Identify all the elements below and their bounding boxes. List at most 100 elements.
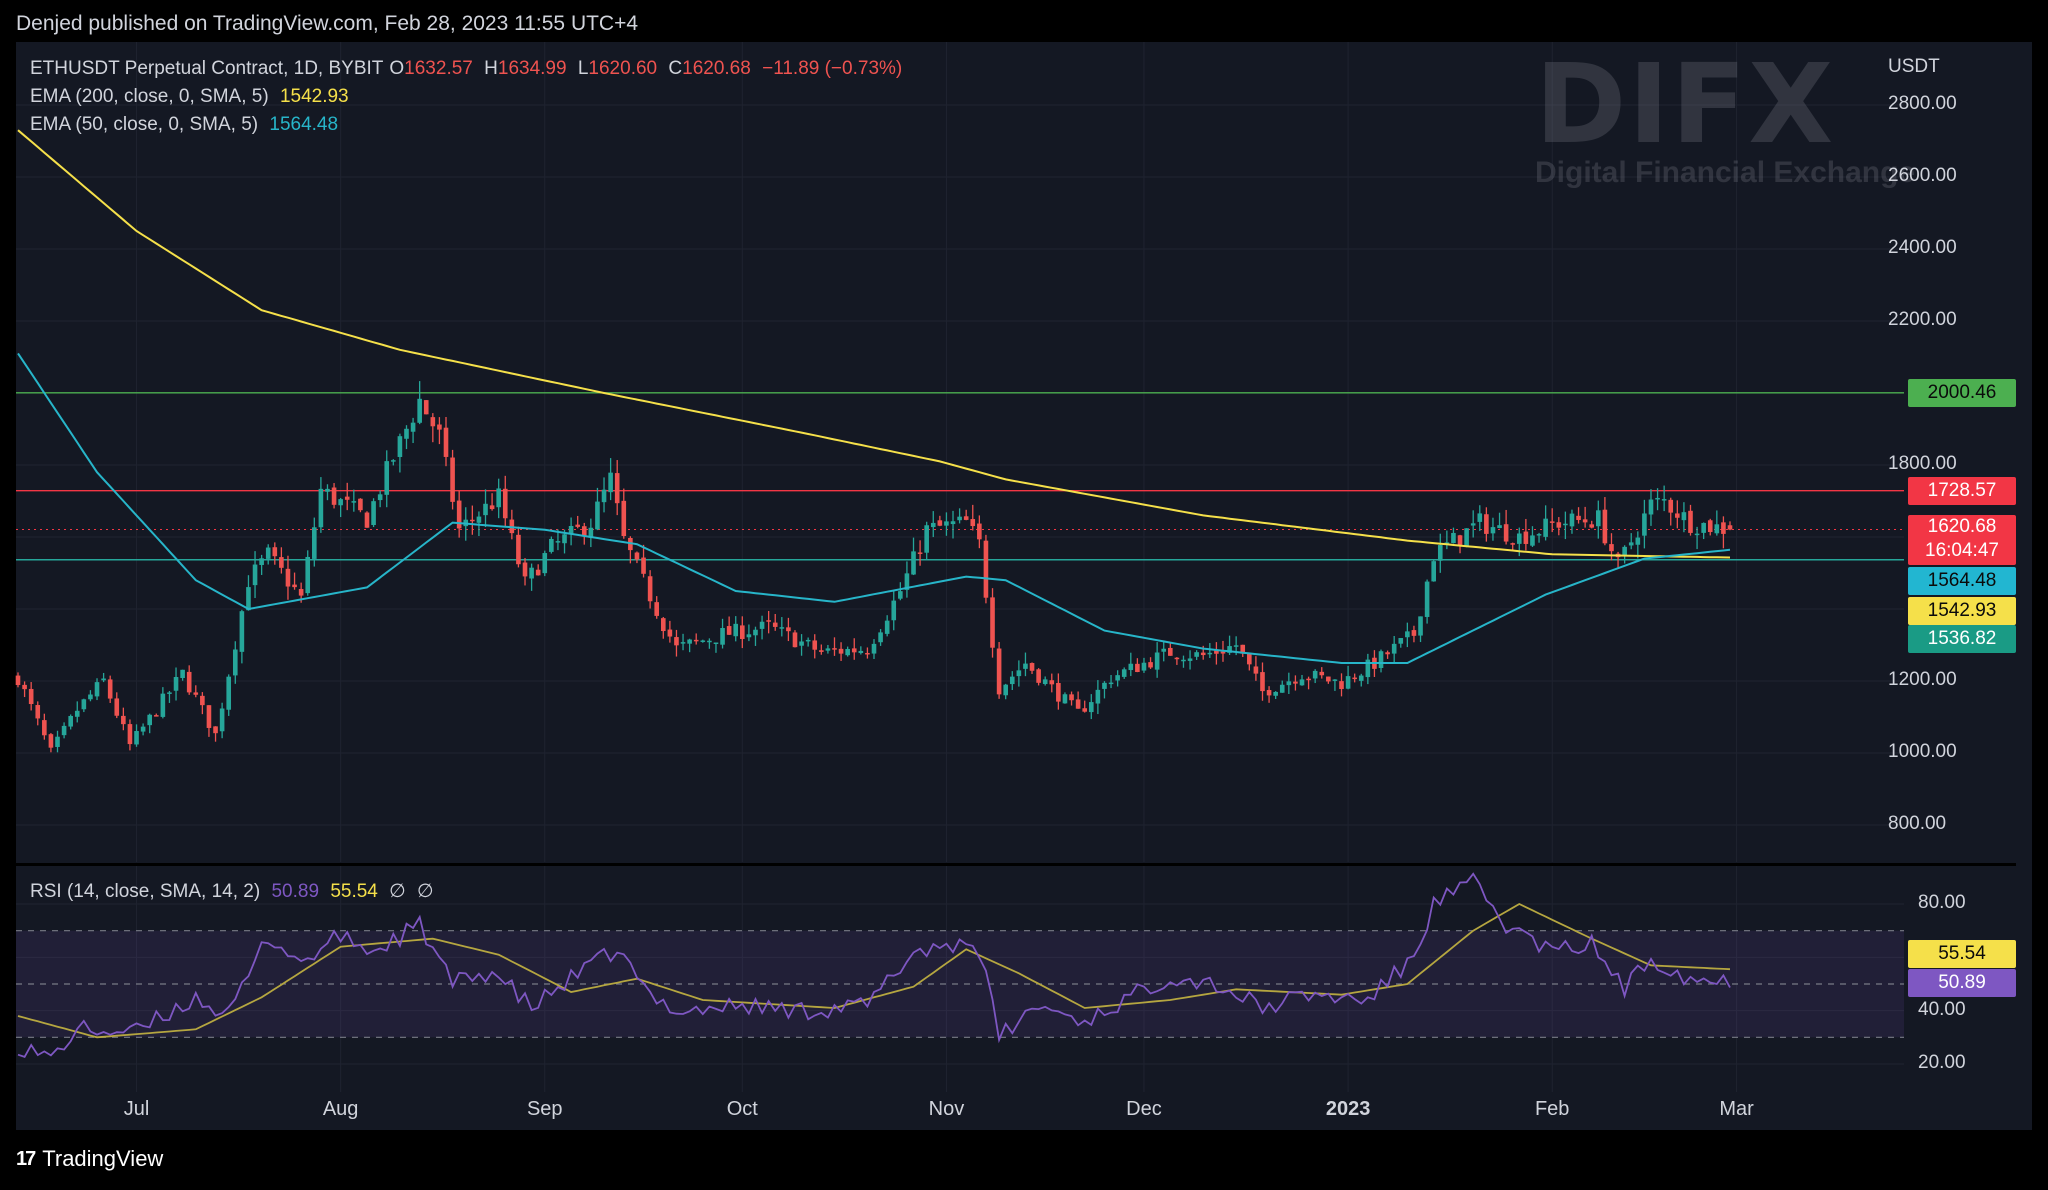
candle-body	[153, 715, 159, 717]
candle-body	[160, 693, 166, 717]
price-tick-label: 2400.00	[1888, 237, 1957, 258]
candle-body	[1187, 658, 1193, 661]
candle-body	[1161, 648, 1167, 652]
candle-body	[1661, 499, 1667, 501]
candle-body	[977, 523, 982, 540]
legend-rsi[interactable]: RSI (14, close, SMA, 14, 2) 50.89 55.54 …	[30, 880, 440, 903]
candle-body	[94, 682, 100, 697]
candle-body	[746, 634, 752, 638]
candle-body	[1207, 652, 1213, 655]
price-tick-label: 1000.00	[1888, 741, 1957, 762]
candle-body	[232, 649, 238, 676]
candle-body	[74, 710, 80, 717]
candle-body	[1016, 670, 1022, 677]
candle-body	[1582, 519, 1588, 523]
candle-body	[1424, 581, 1430, 617]
candle-body	[878, 632, 883, 643]
candle-body	[331, 487, 337, 505]
candle-body	[358, 498, 363, 511]
tag-red-line: 1728.57	[1908, 477, 2016, 505]
candle-body	[950, 521, 956, 525]
candle-body	[1622, 546, 1627, 557]
candle-body	[1273, 691, 1278, 696]
candle-body	[1075, 699, 1081, 709]
tradingview-logo-icon: 17	[16, 1147, 36, 1170]
candle-body	[450, 457, 455, 502]
ema50-line	[17, 352, 1731, 664]
candle-body	[22, 684, 27, 690]
candle-body	[140, 726, 146, 732]
time-tick-label: 2023	[1325, 1098, 1371, 1120]
candle-body	[318, 488, 324, 528]
candle-body	[292, 584, 297, 588]
candle-body	[1286, 681, 1292, 686]
price-tick-label: 1200.00	[1888, 669, 1957, 690]
legend-symbol[interactable]: ETHUSDT Perpetual Contract, 1D, BYBIT	[30, 58, 384, 79]
candle-body	[272, 547, 278, 557]
candle-body	[1299, 679, 1305, 686]
tag-teal-line: 1536.82	[1908, 625, 2016, 653]
candle-body	[700, 640, 706, 642]
legend-main[interactable]: ETHUSDT Perpetual Contract, 1D, BYBIT O16…	[30, 58, 908, 80]
time-tick-label: Aug	[322, 1098, 359, 1120]
chart-pane[interactable]	[16, 42, 2032, 1130]
candle-body	[1398, 638, 1404, 644]
candle-body	[1543, 518, 1548, 537]
candle-body	[265, 547, 271, 559]
candle-body	[213, 726, 218, 734]
tradingview-brand[interactable]: 17 TradingView	[16, 1146, 163, 1172]
candle-body	[167, 692, 172, 694]
candle-body	[437, 424, 442, 430]
candle-body	[1352, 677, 1357, 680]
candle-body	[1530, 535, 1535, 546]
candle-body	[805, 639, 811, 642]
candle-body	[417, 398, 422, 423]
rsi-label[interactable]: RSI (14, close, SMA, 14, 2)	[30, 881, 261, 902]
candle-body	[1411, 630, 1417, 636]
ema50-label[interactable]: EMA (50, close, 0, SMA, 5)	[30, 114, 259, 135]
candle-body	[430, 417, 436, 427]
candle-body	[147, 714, 152, 726]
candle-body	[693, 639, 699, 642]
candle-body	[1279, 684, 1285, 693]
candle-body	[595, 501, 600, 530]
candle-body	[858, 650, 864, 654]
candle-body	[121, 715, 126, 725]
candle-body	[81, 699, 87, 710]
legend-ema200[interactable]: EMA (200, close, 0, SMA, 5) 1542.93	[30, 86, 355, 108]
candle-body	[1220, 651, 1226, 654]
price-tick-label: 800.00	[1888, 813, 1947, 834]
candle-body	[1200, 652, 1206, 656]
candle-body	[575, 524, 580, 527]
candle-body	[259, 558, 264, 565]
candle-body	[1707, 520, 1713, 533]
legend-ema50[interactable]: EMA (50, close, 0, SMA, 5) 1564.48	[30, 114, 344, 136]
candle-body	[1121, 669, 1127, 677]
ema50-value: 1564.48	[269, 114, 339, 135]
candle-body	[312, 527, 317, 559]
ema200-label[interactable]: EMA (200, close, 0, SMA, 5)	[30, 86, 269, 107]
candle-body	[1293, 681, 1298, 684]
candle-body	[614, 473, 620, 504]
candle-body	[127, 724, 133, 745]
candle-body	[970, 519, 976, 527]
candle-body	[1326, 676, 1331, 682]
candle-body	[1721, 522, 1726, 534]
candle-body	[364, 512, 370, 528]
candle-body	[555, 541, 561, 543]
candle-body	[1576, 515, 1581, 520]
candle-body	[1628, 542, 1634, 546]
price-axis-currency: USDT	[1888, 56, 1940, 77]
candle-body	[924, 525, 929, 553]
candle-body	[1437, 545, 1443, 561]
candle-body	[1635, 537, 1641, 545]
candle-body	[1556, 522, 1562, 528]
candle-body	[812, 640, 818, 650]
candle-body	[891, 600, 897, 621]
candle-body	[496, 488, 501, 508]
candle-body	[1569, 513, 1575, 527]
time-tick-label: Nov	[928, 1098, 965, 1120]
candle-body	[456, 500, 462, 529]
legend-low: 1620.60	[588, 58, 658, 79]
